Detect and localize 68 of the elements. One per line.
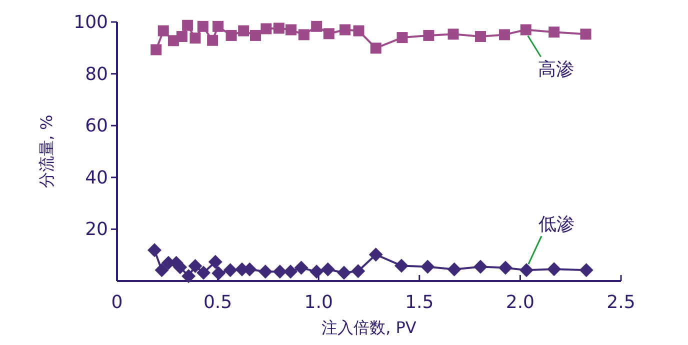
point [311,20,322,32]
series-label: 低渗 [538,214,574,236]
point [212,20,224,32]
point [448,28,459,40]
point [176,31,188,42]
point [226,30,237,41]
point [207,34,218,46]
point [519,263,534,278]
y-tick-label: 20 [85,219,108,240]
point [474,31,486,42]
point [238,25,250,36]
point [196,266,210,280]
point [223,263,238,278]
point [188,258,202,273]
point [548,26,560,38]
point [396,32,408,44]
x-axis-title: 注入倍数, PV [322,318,416,337]
point [208,254,222,269]
point [520,24,532,36]
point [294,260,308,275]
point [150,44,162,56]
point [498,29,510,40]
x-tick-label: 2.5 [606,292,636,313]
point [320,262,335,276]
point [370,42,382,54]
x-tick-label: 0 [111,292,123,313]
point [190,32,201,44]
point [580,28,592,40]
point [323,28,334,40]
y-tick-label: 80 [85,64,108,85]
point [337,266,351,280]
point [212,266,226,280]
point [197,20,208,32]
point [420,260,435,274]
point [368,248,383,262]
point [260,23,272,34]
point [182,269,196,284]
x-tick-label: 2.0 [506,292,535,313]
point [258,264,272,279]
y-tick-label: 40 [85,167,108,188]
point [579,263,594,278]
x-tick-label: 0.5 [203,292,232,313]
point [353,25,364,36]
point [340,24,351,36]
point [158,25,169,36]
point [182,20,194,31]
point [447,262,462,276]
point [423,30,434,41]
series-label: 高渗 [538,58,574,80]
y-tick-label: 60 [85,116,108,137]
point [394,258,408,273]
point [250,30,261,41]
point [285,24,296,36]
point [547,262,562,276]
point [351,264,366,278]
x-tick-label: 1.0 [304,292,333,313]
point [310,264,324,279]
point [284,264,298,279]
point [272,264,287,279]
point [498,260,512,275]
point [298,29,310,40]
y-tick-label: 100 [74,12,108,33]
y-axis-title: 分流量, % [37,114,56,188]
point [473,260,488,274]
point [273,22,284,34]
point [154,263,169,278]
point [148,243,162,258]
x-tick-label: 1.5 [405,292,434,313]
